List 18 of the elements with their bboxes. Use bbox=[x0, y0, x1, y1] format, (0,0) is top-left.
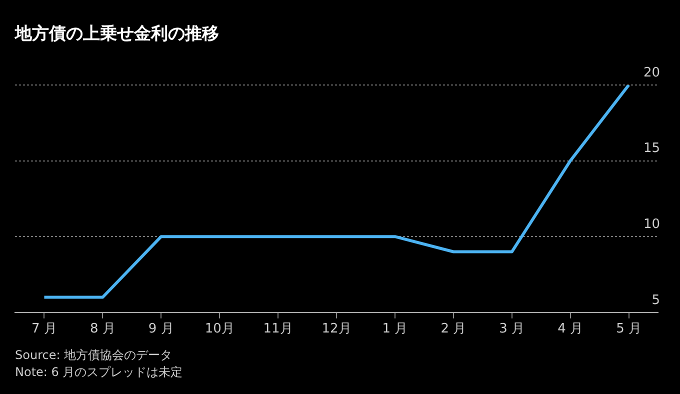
x-tick-label: 9 月 bbox=[148, 322, 174, 337]
x-tick-label: 12月 bbox=[322, 322, 352, 337]
x-tick-label: 5 月 bbox=[616, 322, 642, 337]
x-tick-label: 2 月 bbox=[440, 322, 466, 337]
x-tick-label: 8 月 bbox=[90, 322, 116, 337]
x-tick-label: 10月 bbox=[204, 322, 234, 337]
y-tick-label: 15 bbox=[643, 141, 660, 156]
x-tick-label: 11月 bbox=[263, 322, 293, 337]
x-tick-label: 7 月 bbox=[32, 322, 57, 337]
text: Note: 6 月のスプレッドは未定 bbox=[15, 364, 183, 381]
y-tick-label: 5 bbox=[652, 292, 660, 308]
x-tick-label: 1 月 bbox=[382, 322, 408, 337]
y-tick-label: 10 bbox=[643, 216, 660, 232]
chart-title: 地方債の上乗せ金利の推移 bbox=[15, 23, 219, 45]
x-tick-label: 3 月 bbox=[499, 322, 525, 337]
source-note: Source: 地方債協会のデータ bbox=[15, 347, 174, 364]
y-tick-label: 20 bbox=[643, 65, 660, 80]
x-tick-label: 4 月 bbox=[558, 322, 584, 337]
